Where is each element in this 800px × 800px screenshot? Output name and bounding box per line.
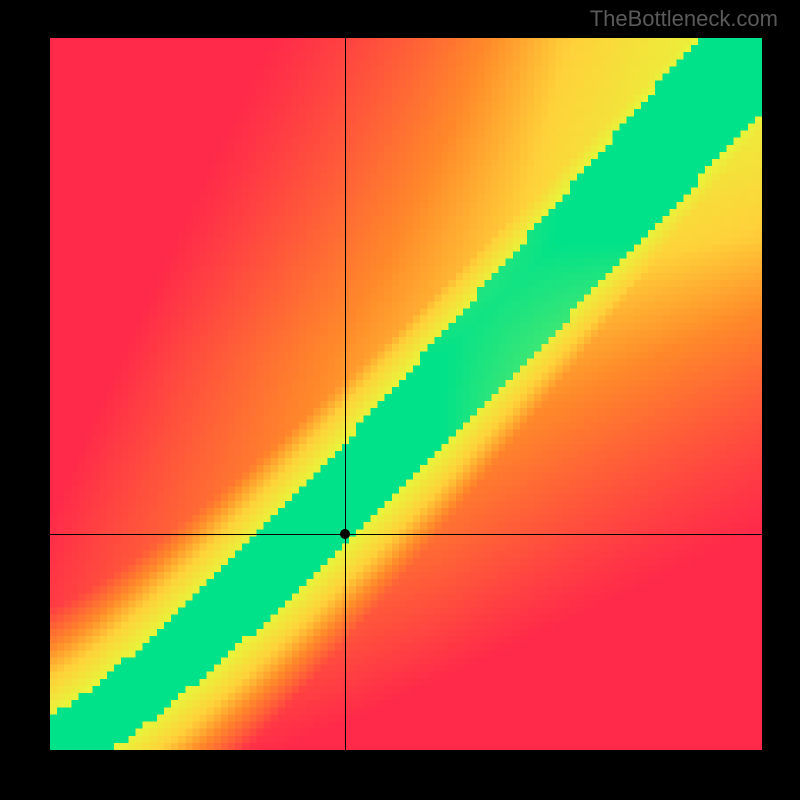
crosshair-marker bbox=[340, 529, 350, 539]
crosshair-vertical bbox=[345, 38, 346, 750]
watermark: TheBottleneck.com bbox=[590, 6, 778, 32]
heatmap-plot bbox=[50, 38, 762, 750]
heatmap-canvas bbox=[50, 38, 762, 750]
crosshair-horizontal bbox=[50, 534, 762, 535]
